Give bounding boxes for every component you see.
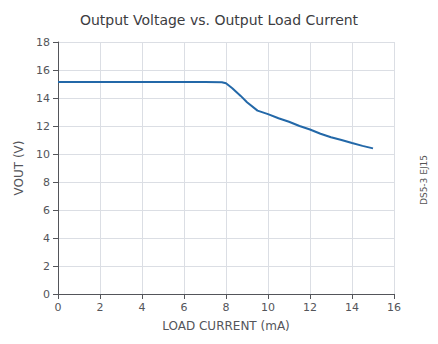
svg-text:8: 8 <box>43 176 50 189</box>
svg-text:2: 2 <box>97 301 104 314</box>
svg-text:14: 14 <box>36 92 50 105</box>
svg-text:12: 12 <box>36 120 50 133</box>
svg-text:2: 2 <box>43 260 50 273</box>
svg-text:16: 16 <box>387 301 401 314</box>
svg-text:VOUT (V): VOUT (V) <box>12 141 26 196</box>
svg-text:12: 12 <box>303 301 317 314</box>
svg-text:6: 6 <box>181 301 188 314</box>
svg-text:18: 18 <box>36 36 50 49</box>
svg-text:LOAD CURRENT (mA): LOAD CURRENT (mA) <box>162 319 290 333</box>
svg-text:DS5-3 EJ15: DS5-3 EJ15 <box>419 155 429 205</box>
svg-text:16: 16 <box>36 64 50 77</box>
svg-text:0: 0 <box>43 288 50 301</box>
svg-text:Output Voltage vs. Output Load: Output Voltage vs. Output Load Current <box>80 12 359 28</box>
svg-text:6: 6 <box>43 204 50 217</box>
svg-text:14: 14 <box>345 301 359 314</box>
svg-text:8: 8 <box>223 301 230 314</box>
svg-text:10: 10 <box>36 148 50 161</box>
svg-text:4: 4 <box>43 232 50 245</box>
svg-text:4: 4 <box>139 301 146 314</box>
svg-text:10: 10 <box>261 301 275 314</box>
svg-text:0: 0 <box>55 301 62 314</box>
